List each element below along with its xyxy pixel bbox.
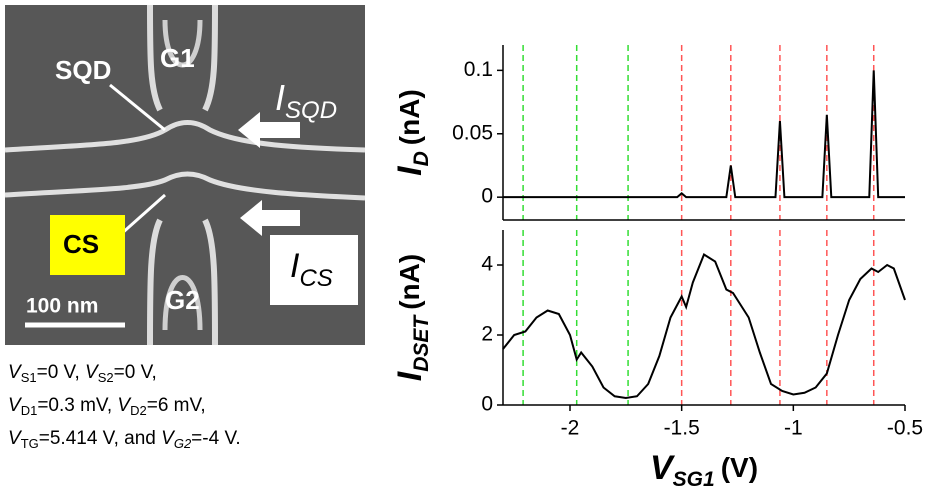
figure: SQD G1 G2 CS 100 nm ISQD ICS VS1=0 V, VS… xyxy=(0,0,936,498)
axis-label: ID(nA) xyxy=(391,89,433,176)
caption-piece: =0.3 mV, xyxy=(37,395,117,416)
x-tick-label: -0.5 xyxy=(887,417,923,440)
caption-piece: D2 xyxy=(130,403,147,418)
caption-piece: =-4 V. xyxy=(191,428,240,449)
y-tick-label: 0 xyxy=(481,393,493,416)
caption-line: VTG=5.414 V, and VG2=-4 V. xyxy=(8,428,241,451)
x-tick-label: -1.5 xyxy=(664,417,700,440)
label-sub: DSET xyxy=(410,314,433,372)
label-sub: SG1 xyxy=(673,468,715,491)
caption-piece: =0 V, xyxy=(114,362,157,383)
x-tick-label: -2 xyxy=(561,417,580,440)
axis-label: IDSET(nA) xyxy=(391,254,433,381)
caption-line: VS1=0 V, VS2=0 V, xyxy=(8,362,157,385)
label-unit: (nA) xyxy=(394,89,425,145)
data-line xyxy=(503,255,905,399)
g1-label: G1 xyxy=(160,43,195,73)
caption-piece: =6 mV, xyxy=(147,395,206,416)
caption-piece: D1 xyxy=(21,403,38,418)
data-line xyxy=(503,70,905,197)
axis-label: VSG1(V) xyxy=(650,449,758,491)
y-tick-label: 0.1 xyxy=(464,58,493,81)
y-tick-label: 4 xyxy=(481,253,493,276)
label-unit: (nA) xyxy=(394,254,425,310)
isqd-sub: SQD xyxy=(285,97,337,124)
caption-piece: S1 xyxy=(21,370,37,385)
sem-image: SQD G1 G2 CS 100 nm ISQD ICS xyxy=(5,5,365,345)
cs-label: CS xyxy=(63,229,99,259)
caption-piece: G2 xyxy=(174,436,192,451)
y-tick-label: 2 xyxy=(481,323,493,346)
isqd-main: I xyxy=(275,77,285,118)
caption-piece: =0 V, xyxy=(37,362,85,383)
x-tick-label: -1 xyxy=(784,417,803,440)
caption-line: VD1=0.3 mV, VD2=6 mV, xyxy=(8,395,206,418)
sqd-label: SQD xyxy=(55,55,111,85)
caption-piece: S2 xyxy=(98,370,114,385)
y-tick-label: 0 xyxy=(481,185,493,208)
scale-label: 100 nm xyxy=(26,295,98,318)
y-tick-label: 0.05 xyxy=(452,121,493,144)
ics-sub: CS xyxy=(299,265,332,292)
caption-piece: =5.414 V, and xyxy=(39,428,161,449)
label-unit: (V) xyxy=(721,452,758,483)
label-sub: D xyxy=(410,151,433,166)
caption-piece: TG xyxy=(21,436,39,451)
g2-label: G2 xyxy=(165,285,200,315)
